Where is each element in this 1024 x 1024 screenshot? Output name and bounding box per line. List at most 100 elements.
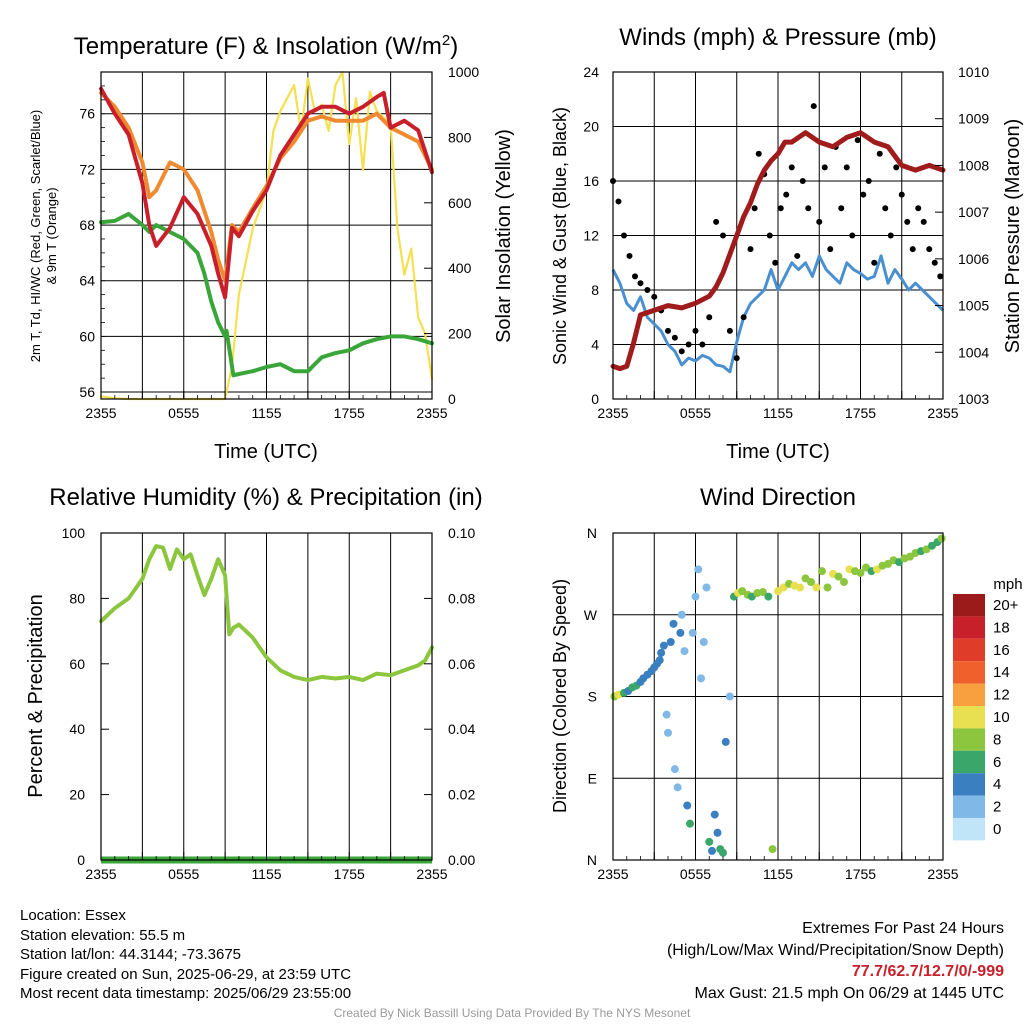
gust-point xyxy=(816,218,823,225)
temp_2m-line xyxy=(99,86,434,300)
y-tick-label: S xyxy=(588,689,597,705)
direction-point xyxy=(834,572,843,581)
direction-point xyxy=(719,848,727,857)
y2-tick-label: 1004 xyxy=(958,344,989,360)
direction-point xyxy=(697,674,705,683)
direction-point xyxy=(702,583,711,592)
x-tick-label: 1755 xyxy=(845,866,876,882)
x-tick-label: 0555 xyxy=(680,866,711,882)
y-tick-label: 76 xyxy=(79,106,95,122)
gust-point xyxy=(772,259,779,266)
max-gust: Max Gust: 21.5 mph On 06/29 at 1445 UTC xyxy=(694,984,1005,1002)
temperature-panel: Temperature (F) & Insolation (W/m2) 2355… xyxy=(28,32,515,463)
gust-point xyxy=(755,150,762,157)
legend-label: 4 xyxy=(993,776,1001,793)
y-tick-label: 60 xyxy=(79,328,95,344)
gust-point xyxy=(821,164,828,171)
winds-panel: Winds (mph) & Pressure (mb) 2355 0555 1155… xyxy=(550,24,1024,463)
temperature-series xyxy=(99,70,434,401)
y-tick-label: 40 xyxy=(69,721,85,737)
direction-ylabel: Direction (Colored By Speed) xyxy=(550,579,570,813)
direction-point xyxy=(721,737,730,746)
temperature-ylabel-line1: 2m T, Td, HI/WC (Red, Green, Scarlet/Blu… xyxy=(28,110,43,362)
gust-point xyxy=(887,232,894,239)
legend-label: 12 xyxy=(993,687,1010,704)
direction-point xyxy=(699,638,708,646)
gust-point xyxy=(854,137,861,144)
direction-point xyxy=(669,619,678,628)
direction-point xyxy=(659,641,668,650)
gust-point xyxy=(931,259,938,266)
direction-point xyxy=(664,728,672,737)
extremes-title: Extremes For Past 24 Hours xyxy=(802,920,1004,937)
direction-point xyxy=(680,647,689,656)
x-tick-label: 0555 xyxy=(680,405,711,421)
legend-label: 14 xyxy=(993,664,1010,681)
legend-label: 10 xyxy=(993,709,1010,726)
y2-tick-label: 0 xyxy=(448,391,456,407)
legend-label: 0 xyxy=(993,821,1001,838)
y-tick-label: 68 xyxy=(79,217,95,233)
station-location: Location: Essex xyxy=(20,907,126,924)
station-elevation: Station elevation: 55.5 m xyxy=(20,926,186,944)
gust-point xyxy=(838,205,845,212)
y2-tick-label: 800 xyxy=(448,129,472,145)
gust-point xyxy=(893,164,900,171)
direction-point xyxy=(683,801,692,810)
gust-point xyxy=(637,280,644,287)
direction-point xyxy=(796,583,804,592)
gust-point xyxy=(909,246,916,253)
direction-point xyxy=(657,648,666,657)
winds-title: Winds (mph) & Pressure (mb) xyxy=(619,24,936,51)
winds-axes: 2355 0555 1155 1755 235504812162024100310041… xyxy=(583,64,989,421)
x-tick-label: 1155 xyxy=(763,405,793,421)
temperature-grid xyxy=(100,72,433,399)
legend-swatch xyxy=(953,773,985,796)
y2-tick-label: 400 xyxy=(448,260,472,276)
direction-point xyxy=(713,828,722,837)
y2-tick-label: 0.04 xyxy=(448,721,475,737)
gust-point xyxy=(615,198,622,205)
x-tick-label: 2355 xyxy=(597,866,628,882)
direction-point xyxy=(694,565,703,574)
humidity-title: Relative Humidity (%) & Precipitation (i… xyxy=(49,484,482,511)
gust-point xyxy=(671,334,678,341)
y-tick-label: 56 xyxy=(79,384,95,400)
direction-title: Wind Direction xyxy=(700,484,856,511)
gust-point xyxy=(751,205,758,212)
direction-point xyxy=(676,628,685,637)
x-tick-label: 2355 xyxy=(927,405,958,421)
rh-line xyxy=(99,544,434,683)
y2-tick-label: 1006 xyxy=(958,251,989,267)
direction-point xyxy=(840,578,848,587)
temperature-xlabel: Time (UTC) xyxy=(214,441,318,463)
direction-point xyxy=(812,583,821,592)
y2-tick-label: 1010 xyxy=(958,64,989,80)
y2-tick-label: 200 xyxy=(448,326,472,342)
dewpoint-line xyxy=(99,211,434,378)
direction-point xyxy=(768,845,777,854)
figure-created: Figure created on Sun, 2025-06-29, at 23… xyxy=(20,965,352,983)
y2-tick-label: 1000 xyxy=(448,64,479,80)
winds-ylabel: Sonic Wind & Gust (Blue, Black) xyxy=(550,107,570,365)
y-tick-label: 0 xyxy=(591,391,599,407)
gust-point xyxy=(626,252,633,259)
y-tick-label: 16 xyxy=(583,173,599,189)
x-tick-label: 2355 xyxy=(597,405,628,421)
winds-xlabel: Time (UTC) xyxy=(726,441,830,463)
recent-timestamp: Most recent data timestamp: 2025/06/29 2… xyxy=(20,985,352,1002)
temperature-title: Temperature (F) & Insolation (W/m2) xyxy=(74,32,458,60)
gust-point xyxy=(651,293,658,300)
y2-tick-label: 0.02 xyxy=(448,787,475,803)
x-tick-label: 2355 xyxy=(416,405,447,421)
gust-point xyxy=(644,287,651,293)
gust-point xyxy=(810,103,817,110)
legend-swatch xyxy=(953,706,985,729)
direction-point xyxy=(823,583,832,592)
gust-point xyxy=(915,205,922,212)
gust-point xyxy=(920,218,927,225)
y-tick-label: N xyxy=(587,525,597,541)
gust-point xyxy=(843,164,850,171)
direction-point xyxy=(662,710,671,719)
direction-point xyxy=(856,568,865,577)
